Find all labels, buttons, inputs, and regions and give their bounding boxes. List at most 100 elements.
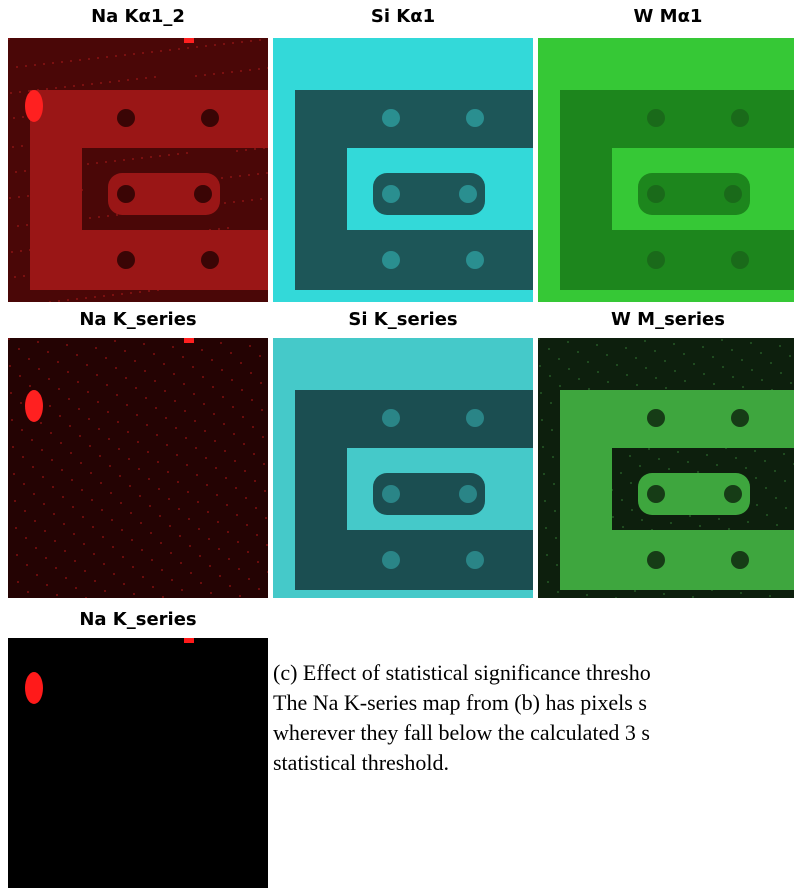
noise xyxy=(182,356,184,358)
noise xyxy=(37,341,39,343)
noise xyxy=(88,58,90,60)
noise xyxy=(35,547,37,549)
noise xyxy=(692,596,694,598)
noise xyxy=(260,198,262,200)
noise xyxy=(15,527,17,529)
noise xyxy=(184,410,186,412)
noise xyxy=(21,145,23,147)
noise xyxy=(85,597,87,598)
noise xyxy=(200,582,202,584)
noise xyxy=(220,342,222,344)
noise xyxy=(196,474,198,476)
noise xyxy=(689,515,691,517)
noise xyxy=(648,448,650,450)
noise xyxy=(165,417,167,419)
noise xyxy=(250,40,252,42)
noise xyxy=(206,484,208,486)
noise xyxy=(188,518,190,520)
via xyxy=(647,109,665,127)
noise xyxy=(235,487,237,489)
noise xyxy=(550,402,552,404)
via xyxy=(117,109,135,127)
noise xyxy=(110,492,112,494)
noise xyxy=(138,468,140,470)
noise xyxy=(699,525,701,527)
noise xyxy=(556,564,558,566)
noise xyxy=(11,251,13,253)
noise xyxy=(262,436,264,438)
noise xyxy=(242,200,244,202)
noise xyxy=(204,430,206,432)
noise xyxy=(264,490,266,492)
noise xyxy=(168,498,170,500)
noise xyxy=(626,374,628,376)
noise xyxy=(169,49,171,51)
map-background xyxy=(8,638,268,888)
noise xyxy=(240,362,242,364)
noise xyxy=(62,496,64,498)
noise xyxy=(706,454,708,456)
noise xyxy=(186,152,188,154)
noise xyxy=(40,422,42,424)
noise xyxy=(98,428,100,430)
noise xyxy=(109,81,111,83)
noise xyxy=(105,357,107,359)
noise xyxy=(150,532,152,534)
noise xyxy=(232,42,234,44)
noise xyxy=(224,450,226,452)
noise xyxy=(75,587,77,589)
noise xyxy=(148,478,150,480)
noise xyxy=(237,541,239,543)
noise xyxy=(190,572,192,574)
noise xyxy=(16,554,18,556)
via xyxy=(382,109,400,127)
noise xyxy=(178,508,180,510)
noise xyxy=(166,444,168,446)
noise xyxy=(702,346,704,348)
noise xyxy=(547,581,549,583)
noise xyxy=(209,565,211,567)
noise xyxy=(179,535,181,537)
noise xyxy=(153,353,155,355)
noise xyxy=(81,489,83,491)
noise xyxy=(23,275,25,277)
noise xyxy=(204,74,206,76)
noise xyxy=(127,79,129,81)
noise xyxy=(754,450,756,452)
noise xyxy=(71,479,73,481)
noise xyxy=(629,455,631,457)
noise xyxy=(56,594,58,596)
noise xyxy=(136,78,138,80)
noise xyxy=(558,358,560,360)
noise xyxy=(171,579,173,581)
noise xyxy=(620,472,622,474)
noise xyxy=(113,573,115,575)
noise xyxy=(106,384,108,386)
caption-line: The Na K-series map from (b) has pixels … xyxy=(273,690,647,716)
element-map xyxy=(538,338,794,598)
via xyxy=(731,409,749,427)
noise xyxy=(36,574,38,576)
noise xyxy=(630,482,632,484)
via xyxy=(466,251,484,269)
noise xyxy=(202,376,204,378)
element-map xyxy=(8,638,268,888)
noise xyxy=(9,365,11,367)
noise xyxy=(745,467,747,469)
noise xyxy=(214,44,216,46)
noise xyxy=(673,343,675,345)
noise xyxy=(185,437,187,439)
noise xyxy=(218,548,220,550)
noise xyxy=(87,391,89,393)
noise xyxy=(683,353,685,355)
via xyxy=(382,551,400,569)
noise xyxy=(72,506,74,508)
noise xyxy=(263,463,265,465)
noise xyxy=(779,345,781,347)
noise xyxy=(80,462,82,464)
noise xyxy=(144,370,146,372)
noise xyxy=(65,577,67,579)
panel-label: Na Kα1_2 xyxy=(8,6,268,27)
noise xyxy=(122,556,124,558)
noise xyxy=(97,401,99,403)
